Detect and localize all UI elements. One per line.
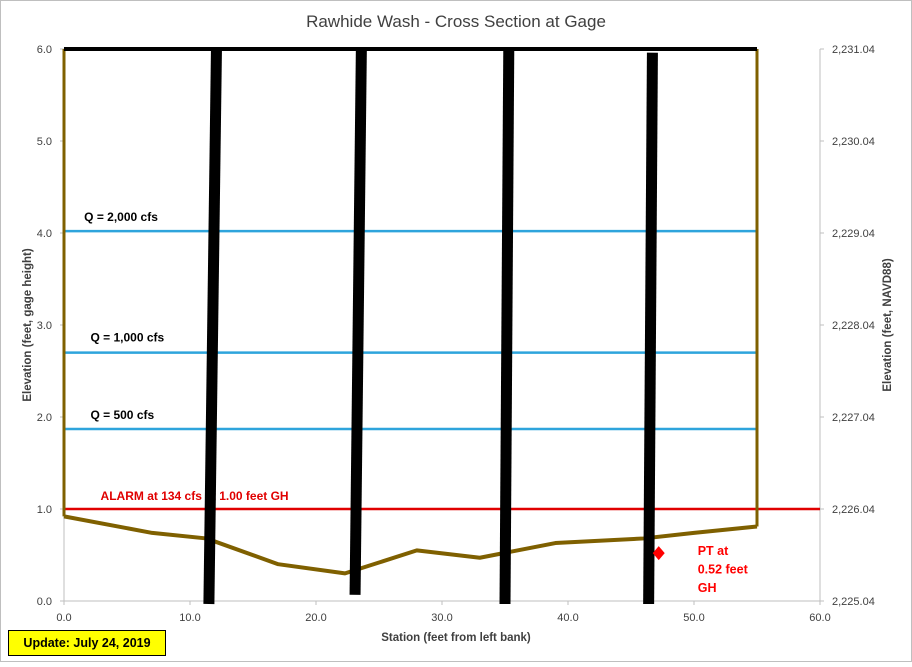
cross-section-line [63, 514, 758, 576]
update-badge: Update: July 24, 2019 [8, 630, 166, 656]
x-tick-label: 0.0 [56, 612, 71, 624]
alarm-label: ALARM at 134 cfs at 1.00 feet GH [101, 489, 289, 503]
bridge-pier [349, 48, 367, 595]
y-tick-label: 3.0 [37, 320, 52, 332]
x-tick-label: 60.0 [809, 612, 830, 624]
x-axis-title: Station (feet from left bank) [381, 632, 531, 644]
bridge-pier [203, 48, 222, 605]
x-tick-label: 50.0 [683, 612, 704, 624]
pt-label: PT at [698, 544, 729, 558]
y-axis-title: Elevation (feet, gage height) [22, 248, 34, 402]
flow-line-label: Q = 1,000 cfs [90, 331, 164, 345]
pt-label: GH [698, 581, 717, 595]
y2-tick-label: 2,231.04 [832, 44, 875, 56]
y-tick-label: 0.0 [37, 596, 52, 608]
y-tick-label: 6.0 [37, 44, 52, 56]
y2-tick-label: 2,227.04 [832, 412, 875, 424]
flow-line-label: Q = 500 cfs [90, 408, 154, 422]
y-tick-label: 4.0 [37, 228, 52, 240]
bridge-pier [643, 52, 658, 605]
y2-tick-label: 2,230.04 [832, 136, 875, 148]
y2-tick-label: 2,228.04 [832, 320, 875, 332]
x-tick-label: 10.0 [179, 612, 200, 624]
bridge-pier [499, 48, 515, 605]
flow-line-label: Q = 2,000 cfs [84, 210, 158, 224]
x-tick-label: 20.0 [305, 612, 326, 624]
y2-tick-label: 2,226.04 [832, 504, 875, 516]
y2-axis-title: Elevation (feet, NAVD88) [882, 258, 894, 392]
y2-tick-label: 2,225.04 [832, 596, 875, 608]
y2-tick-label: 2,229.04 [832, 228, 875, 240]
y-tick-label: 2.0 [37, 412, 52, 424]
y-tick-label: 5.0 [37, 136, 52, 148]
x-tick-label: 40.0 [557, 612, 578, 624]
chart-title: Rawhide Wash - Cross Section at Gage [306, 12, 606, 31]
y-tick-label: 1.0 [37, 504, 52, 516]
pt-label: 0.52 feet [698, 563, 749, 577]
pt-marker [652, 546, 665, 561]
x-tick-label: 30.0 [431, 612, 452, 624]
